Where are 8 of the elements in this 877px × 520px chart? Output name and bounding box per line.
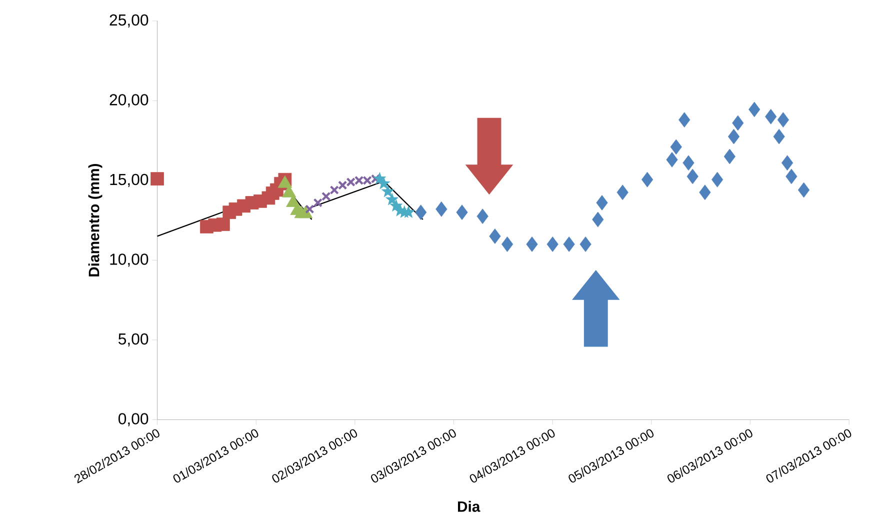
y-axis-title: Diamentro (mm) xyxy=(88,164,102,276)
y-tick-label: 0,00 xyxy=(118,412,148,426)
x-axis-title: Dia xyxy=(458,500,480,512)
y-tick-label: 15,00 xyxy=(110,174,148,187)
y-tick-label: 20,00 xyxy=(110,94,148,108)
y-tick-label: 5,00 xyxy=(118,333,148,346)
y-tick-label: 25,00 xyxy=(110,14,148,28)
y-tick-label: 10,00 xyxy=(110,253,148,267)
